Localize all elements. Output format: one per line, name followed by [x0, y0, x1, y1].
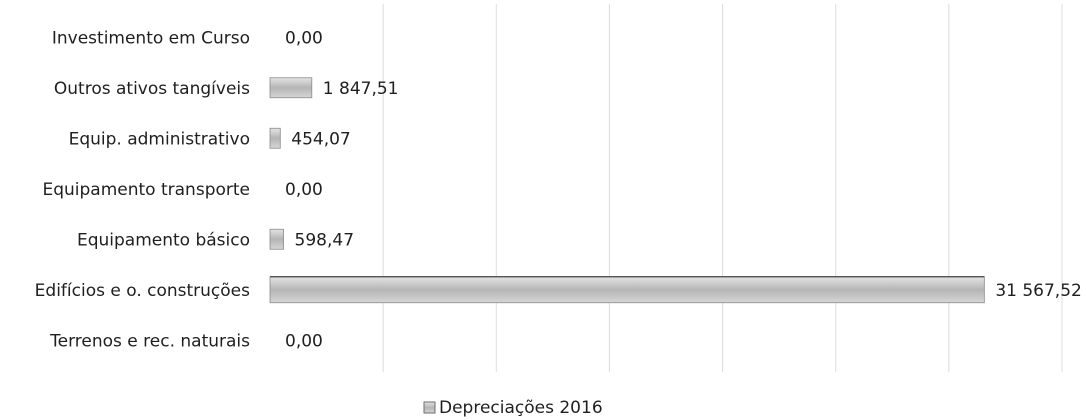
- legend-swatch: [423, 401, 436, 414]
- value-label: 31 567,52: [995, 281, 1082, 301]
- bar: [269, 228, 284, 250]
- category-label: Investimento em Curso: [52, 28, 250, 48]
- value-label: 0,00: [285, 331, 323, 351]
- category-label: Edifícios e o. construções: [35, 281, 250, 301]
- legend: Depreciações 2016: [423, 398, 603, 418]
- category-label: Equipamento transporte: [42, 180, 250, 200]
- category-label: Equipamento básico: [77, 230, 250, 250]
- legend-label: Depreciações 2016: [439, 398, 603, 418]
- value-label: 598,47: [295, 230, 354, 250]
- category-label: Equip. administrativo: [69, 129, 250, 149]
- bars: [269, 77, 985, 304]
- category-labels: Investimento em Curso Outros ativos tangí…: [35, 28, 250, 351]
- value-label: 1 847,51: [323, 79, 399, 99]
- category-label: Outros ativos tangíveis: [54, 79, 250, 99]
- gridlines: [382, 4, 1063, 372]
- bar: [269, 127, 281, 149]
- value-labels: 0,00 1 847,51 454,07 0,00 598,47 31 567,52 0,0…: [285, 28, 1082, 351]
- bar: [269, 276, 985, 304]
- bar: [269, 77, 313, 99]
- value-label: 0,00: [285, 180, 323, 200]
- category-label: Terrenos e rec. naturais: [49, 331, 250, 351]
- value-label: 0,00: [285, 28, 323, 48]
- value-label: 454,07: [291, 129, 350, 149]
